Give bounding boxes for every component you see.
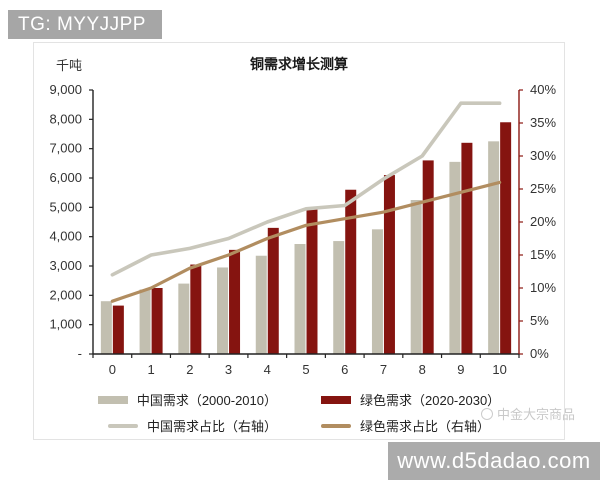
line-green-share: [110, 180, 502, 303]
x-axis-tick-label: 8: [419, 362, 426, 377]
legend-item-china-demand: 中国需求（2000-2010）: [97, 390, 277, 409]
right-axis-tick-label: 25%: [530, 181, 556, 196]
bar-green-demand-0: [112, 305, 124, 354]
bar-green-demand-1: [151, 288, 163, 354]
bar-china-demand-4: [255, 255, 267, 354]
right-axis-tick-label: 5%: [530, 313, 549, 328]
x-axis-tick-label: 0: [109, 362, 116, 377]
bar-green-demand-3: [229, 249, 241, 354]
green-share-line-swatch: [321, 423, 351, 428]
bar-china-demand-0: [100, 301, 112, 354]
bar-china-demand-2: [178, 283, 190, 354]
left-axis-tick-label: -: [78, 346, 82, 361]
bar-green-demand-7: [383, 175, 395, 354]
badge-text: TG: MYYJJPP: [18, 14, 146, 35]
legend-label: 中国需求（2000-2010）: [136, 393, 277, 408]
bar-green-demand-4: [267, 227, 279, 354]
bar-green-demand-9: [461, 142, 473, 354]
left-axis-tick-label: 1,000: [49, 317, 82, 332]
right-axis-tick-label: 40%: [530, 82, 556, 97]
x-axis-tick-label: 3: [225, 362, 232, 377]
y-axis-unit-label: 千吨: [56, 58, 83, 73]
legend-label: 中国需求占比（右轴）: [146, 419, 277, 434]
green-demand-swatch: [321, 395, 351, 404]
cicc-logo-icon: [481, 407, 493, 420]
bar-china-demand-8: [410, 200, 422, 354]
left-axis-tick-label: 2,000: [49, 287, 82, 302]
left-axis-tick-label: 4,000: [49, 229, 82, 244]
bar-green-demand-5: [306, 207, 318, 354]
brand-watermark: 中金大宗商品: [481, 404, 575, 423]
left-axis-tick-label: 9,000: [49, 82, 82, 97]
chart-legend: 中国需求（2000-2010） 绿色需求（2020-2030） 中国需求占比（右…: [34, 390, 564, 435]
bar-china-demand-9: [449, 161, 461, 354]
legend-label: 绿色需求占比（右轴）: [360, 419, 491, 434]
legend-row-lines: 中国需求占比（右轴） 绿色需求占比（右轴）: [107, 416, 490, 435]
website-url: www.d5dadao.com: [397, 448, 591, 473]
x-axis-tick-label: 10: [492, 362, 506, 377]
legend-label: 绿色需求（2020-2030）: [360, 393, 501, 408]
x-axis-tick-label: 6: [341, 362, 348, 377]
x-axis-tick-label: 4: [264, 362, 271, 377]
bar-china-demand-3: [217, 267, 229, 354]
x-axis-tick-label: 9: [457, 362, 464, 377]
bar-green-demand-2: [190, 264, 202, 354]
legend-row-bars: 中国需求（2000-2010） 绿色需求（2020-2030）: [97, 390, 500, 409]
right-axis-tick-label: 0%: [530, 346, 549, 361]
legend-item-green-share: 绿色需求占比（右轴）: [321, 416, 490, 435]
right-axis-tick-label: 30%: [530, 148, 556, 163]
left-axis-tick-label: 3,000: [49, 258, 82, 273]
bar-china-demand-10: [488, 141, 500, 354]
right-axis-tick-label: 10%: [530, 280, 556, 295]
left-axis-tick-label: 6,000: [49, 170, 82, 185]
x-axis-tick-label: 1: [147, 362, 154, 377]
bar-china-demand-7: [371, 229, 383, 354]
bar-green-demand-8: [422, 160, 434, 354]
china-demand-swatch: [97, 395, 128, 404]
china-share-line-swatch: [107, 423, 138, 428]
bar-china-demand-1: [139, 289, 151, 354]
x-axis-tick-label: 5: [302, 362, 309, 377]
chart-container: 千吨 铜需求增长测算 - 1,000 2,000 3,000 4,000 5,000 6,0…: [33, 42, 575, 440]
left-axis-tick-label: 7,000: [49, 141, 82, 156]
copper-demand-combo-chart: - 1,000 2,000 3,000 4,000 5,000 6,000 7,000 8,00…: [49, 82, 556, 377]
x-axis-tick-label: 7: [380, 362, 387, 377]
website-banner: www.d5dadao.com: [388, 442, 600, 480]
brand-watermark-text: 中金大宗商品: [497, 407, 576, 422]
telegram-badge: TG: MYYJJPP: [8, 10, 162, 39]
bar-green-demand-6: [345, 189, 357, 354]
chart-title: 铜需求增长测算: [250, 56, 348, 72]
x-axis-tick-label: 2: [186, 362, 193, 377]
left-axis-tick-label: 8,000: [49, 111, 82, 126]
bar-green-demand-10: [500, 122, 512, 355]
right-axis-tick-label: 35%: [530, 115, 556, 130]
legend-item-china-share: 中国需求占比（右轴）: [107, 416, 277, 435]
line-china-share: [110, 101, 502, 277]
left-axis-tick-label: 5,000: [49, 199, 82, 214]
bar-china-demand-5: [294, 244, 306, 354]
right-axis-tick-label: 15%: [530, 247, 556, 262]
legend-item-green-demand: 绿色需求（2020-2030）: [321, 390, 500, 409]
bar-china-demand-6: [333, 241, 345, 354]
right-axis-tick-label: 20%: [530, 214, 556, 229]
